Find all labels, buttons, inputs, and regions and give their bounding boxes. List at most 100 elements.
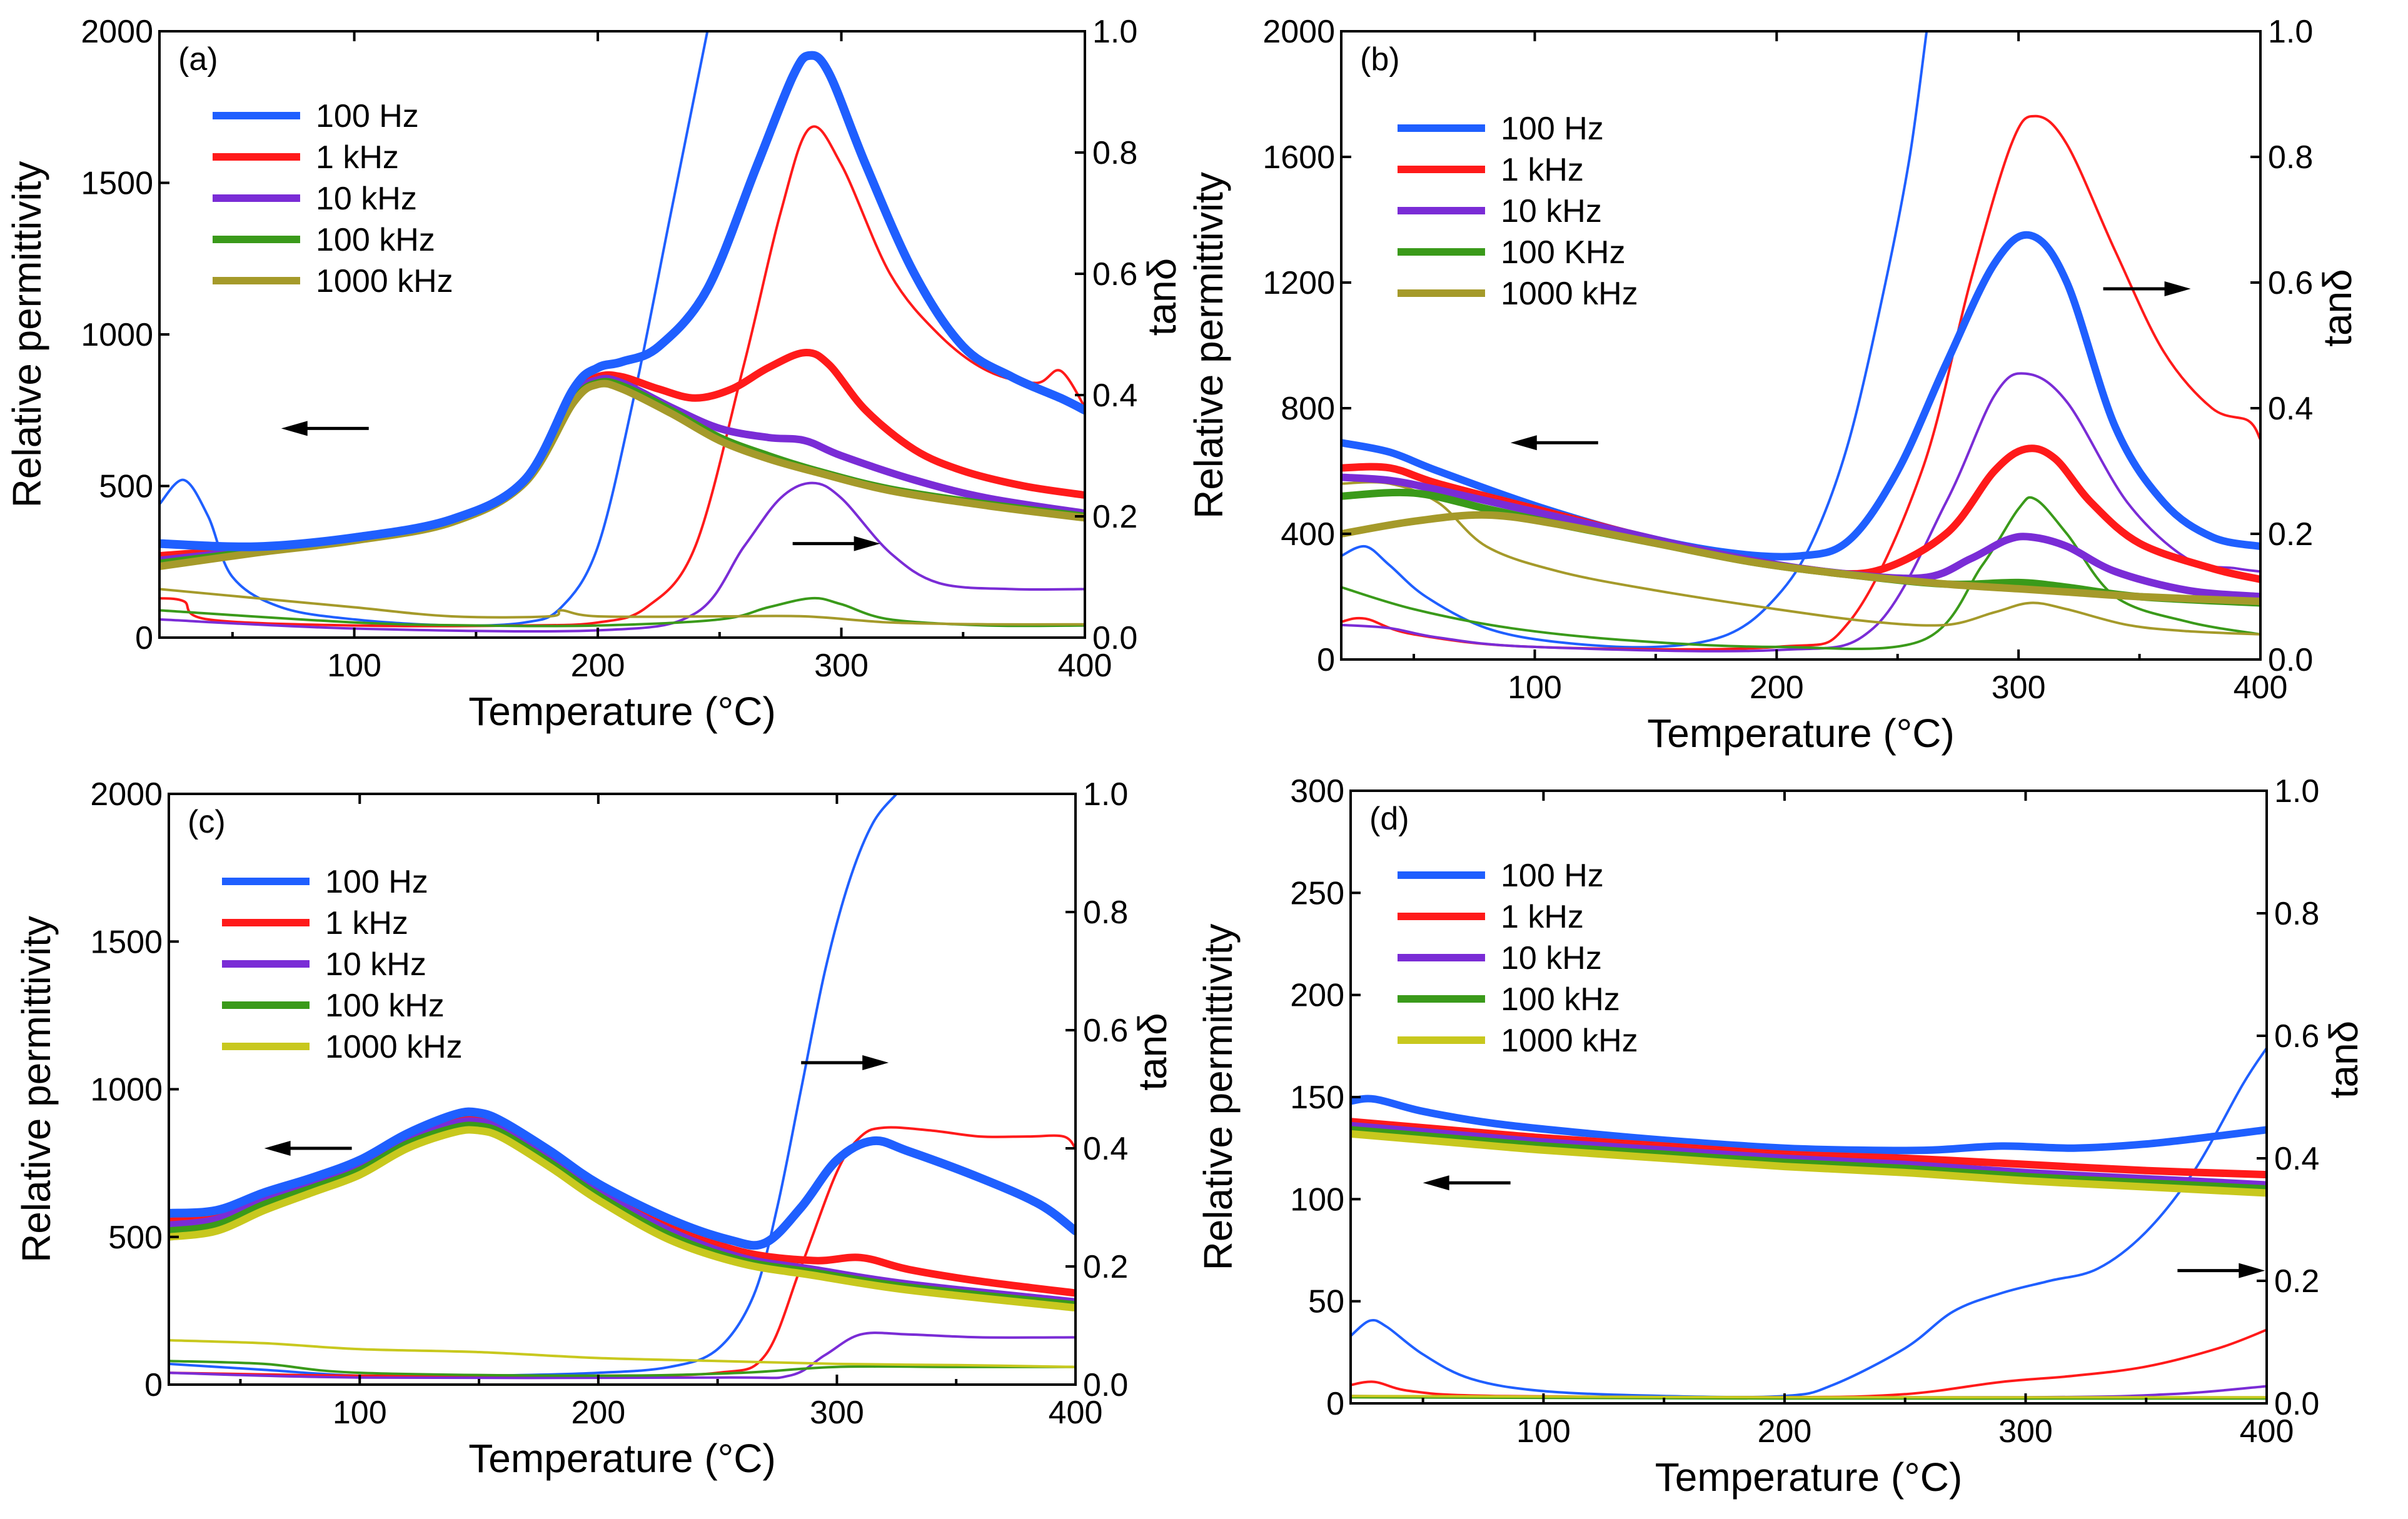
legend-item: 100 kHz: [213, 222, 435, 258]
legend-item: 1 kHz: [213, 139, 399, 176]
legend-label: 10 kHz: [316, 181, 417, 217]
panel-a: 100 200 300 400 0 500 1000 1500 2000 0.0 0.2 0.4 0.6…: [4, 14, 1184, 734]
y-tick-label: 1500: [81, 166, 153, 202]
y2-tick-label: 0.8: [2268, 139, 2313, 176]
arrow-left-icon: [264, 1141, 352, 1156]
arrow-head: [854, 536, 880, 551]
y2-tick-label: 0.8: [2274, 896, 2319, 932]
y-tick-label: 0: [1326, 1386, 1344, 1422]
series-line: [1341, 372, 2260, 653]
x-tick-label: 100: [327, 648, 381, 684]
plot-curves: [1341, 31, 2260, 653]
x-tick-label: 200: [571, 648, 625, 684]
y2-tick-label: 0.2: [2274, 1263, 2319, 1300]
y-axis-title: Relative permittivity: [4, 161, 49, 508]
arrow-right-icon: [801, 1055, 889, 1070]
arrow-right-icon: [2177, 1263, 2265, 1278]
series-line: [159, 379, 1085, 570]
y2-tick-label: 0.6: [2274, 1018, 2319, 1055]
y2-tick-label: 0.4: [2268, 391, 2313, 427]
y2-axis-title: tanδ: [1139, 258, 1184, 336]
x-tick-label: 100: [333, 1395, 387, 1431]
legend-label: 1 kHz: [316, 139, 399, 176]
legend-item: 10 kHz: [222, 946, 426, 983]
y2-tick-label: 0.0: [1083, 1367, 1128, 1403]
legend-label: 100 Hz: [1501, 111, 1604, 147]
x-tick-label: 400: [2234, 669, 2288, 706]
x-axis-title: Temperature (°C): [1647, 711, 1955, 756]
series-line: [1351, 1095, 2267, 1155]
arrow-left-icon: [1423, 1175, 1511, 1191]
plot-frame: [1340, 30, 2262, 661]
series-line: [1351, 1046, 2267, 1398]
y-axis-title: Relative permittivity: [1196, 924, 1241, 1271]
y2-tick-label: 0.0: [2274, 1386, 2319, 1422]
arrow-head: [1423, 1175, 1449, 1191]
legend-item: 100 Hz: [222, 864, 428, 900]
legend: 100 Hz 1 kHz 10 kHz 100 kHz 1000 kHz: [1398, 858, 1638, 1059]
panel-label: (b): [1360, 41, 1400, 78]
x-axis-title: Temperature (°C): [1655, 1455, 1963, 1500]
x-axis-title: Temperature (°C): [468, 689, 776, 734]
legend-item: 1 kHz: [222, 905, 408, 941]
y-tick-label: 1600: [1262, 139, 1335, 176]
legend-label: 100 Hz: [316, 98, 419, 134]
y-tick-label: 200: [1290, 978, 1344, 1014]
arrow-left-icon: [281, 421, 369, 436]
y2-tick-label: 0.2: [1092, 499, 1137, 535]
legend-label: 1000 kHz: [316, 263, 453, 299]
arrow-head: [2164, 281, 2191, 297]
arrow-right-icon: [2103, 281, 2191, 297]
y2-tick-label: 1.0: [1092, 14, 1137, 50]
y2-tick-label: 1.0: [2268, 14, 2313, 50]
y-tick-label: 150: [1290, 1080, 1344, 1116]
x-tick-label: 100: [1516, 1413, 1571, 1450]
y2-tick-label: 0.2: [1083, 1249, 1128, 1285]
y2-tick-label: 0.4: [1092, 378, 1137, 414]
y2-tick-label: 0.2: [2268, 516, 2313, 553]
x-tick-label: 400: [1049, 1395, 1103, 1431]
y-tick-label: 300: [1290, 773, 1344, 810]
arrow-head: [281, 421, 308, 436]
panel-label: (c): [188, 804, 226, 840]
y-tick-label: 50: [1308, 1284, 1344, 1320]
y-tick-label: 250: [1290, 875, 1344, 911]
series-line: [1351, 1118, 2267, 1179]
y2-axis-title: tanδ: [2315, 269, 2360, 347]
legend-label: 10 kHz: [325, 946, 426, 983]
legend-label: 10 kHz: [1501, 193, 1602, 229]
legend-item: 100 kHz: [1398, 981, 1620, 1018]
legend-label: 1000 kHz: [1501, 1023, 1638, 1059]
series-line: [1341, 511, 2260, 605]
plot-curves: [169, 794, 1076, 1380]
y2-tick-label: 0.0: [1092, 620, 1137, 656]
y2-axis-title: tanδ: [2321, 1021, 2366, 1099]
y-tick-label: 0: [1317, 642, 1335, 678]
legend-item: 1000 kHz: [222, 1029, 463, 1065]
legend-item: 10 kHz: [213, 181, 417, 217]
legend-label: 1000 kHz: [325, 1029, 463, 1065]
y-tick-label: 400: [1281, 516, 1335, 553]
legend-label: 100 kHz: [1501, 981, 1620, 1018]
y-tick-label: 1000: [81, 317, 153, 353]
plot-curves: [159, 31, 1085, 633]
series-line: [159, 31, 709, 627]
y2-tick-label: 0.6: [1083, 1013, 1128, 1049]
legend: 100 Hz 1 kHz 10 kHz 100 KHz 1000 kHz: [1398, 111, 1638, 312]
arrow-left-icon: [1510, 435, 1598, 451]
series-line: [1341, 488, 2260, 607]
legend-label: 10 kHz: [1501, 940, 1602, 976]
series-line: [169, 1339, 1076, 1368]
series-line: [159, 125, 1085, 628]
x-tick-label: 300: [814, 648, 869, 684]
panel-c: 100 200 300 400 0 500 1000 1500 2000 0.0 0.2 0.4 0.6…: [14, 776, 1175, 1481]
legend-item: 100 Hz: [1398, 111, 1604, 147]
series-line: [159, 374, 1085, 564]
y-tick-label: 0: [144, 1367, 163, 1403]
legend-item: 1 kHz: [1398, 899, 1584, 935]
x-tick-label: 200: [1758, 1413, 1812, 1450]
legend-item: 100 Hz: [213, 98, 419, 134]
legend-item: 10 kHz: [1398, 193, 1602, 229]
y-tick-label: 800: [1281, 391, 1335, 427]
y-tick-label: 2000: [90, 776, 163, 813]
